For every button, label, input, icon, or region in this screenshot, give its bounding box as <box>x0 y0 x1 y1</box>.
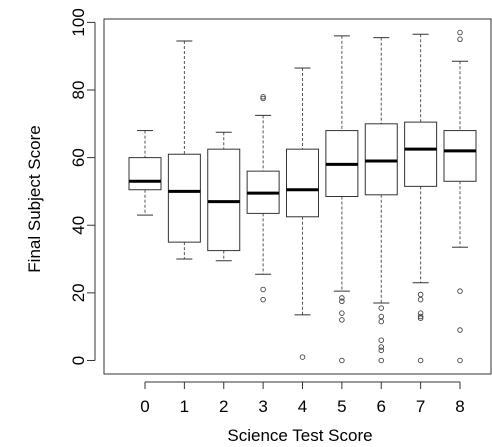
outlier-point <box>457 29 463 36</box>
outlier-point <box>378 357 385 364</box>
x-tick-label: 2 <box>219 397 228 416</box>
outlier-point <box>417 291 424 298</box>
plot-frame <box>103 18 492 375</box>
outlier-point <box>339 317 345 323</box>
box-iqr <box>167 153 201 243</box>
outlier-point <box>457 36 463 43</box>
outlier-point <box>339 310 345 316</box>
y-tick-label: 20 <box>69 283 88 302</box>
y-tick-label: 80 <box>69 81 88 100</box>
x-tick-label: 1 <box>180 397 189 416</box>
outlier-point <box>260 94 266 100</box>
box-2 <box>207 131 241 262</box>
x-tick-label: 5 <box>337 397 346 416</box>
y-tick-label: 40 <box>69 216 88 235</box>
box-4 <box>286 67 319 360</box>
outlier-point <box>378 347 385 354</box>
outlier-point <box>339 298 345 305</box>
box-iqr <box>404 121 438 187</box>
box-0 <box>128 130 162 216</box>
outlier-point <box>378 305 385 311</box>
box-iqr <box>207 148 241 252</box>
box-iqr <box>286 148 319 218</box>
box-iqr <box>128 157 162 191</box>
x-tick-label: 0 <box>140 397 149 416</box>
outlier-point <box>378 318 385 325</box>
y-tick-label: 0 <box>69 356 88 365</box>
x-tick-label: 4 <box>298 397 307 416</box>
y-axis-title: Final Subject Score <box>25 125 44 272</box>
x-axis: 0 1 2 3 4 5 6 7 8 <box>140 381 465 416</box>
box-5 <box>325 35 359 364</box>
outlier-point <box>457 327 463 333</box>
outlier-point <box>417 296 424 303</box>
outlier-point <box>299 354 306 360</box>
outlier-point <box>260 95 266 102</box>
outlier-point <box>260 296 266 303</box>
box-iqr <box>443 130 477 182</box>
box-6 <box>364 37 398 364</box>
y-tick-label: 100 <box>69 8 88 36</box>
outlier-point <box>378 337 385 343</box>
outlier-point <box>417 310 424 316</box>
outlier-point <box>339 357 345 364</box>
outlier-point <box>339 295 345 301</box>
y-axis: 0 20 40 60 80 100 <box>69 8 96 365</box>
box-iqr <box>364 123 398 196</box>
outlier-point <box>378 313 385 320</box>
box-7 <box>404 33 438 364</box>
outlier-point <box>457 288 463 294</box>
x-axis-title: Science Test Score <box>227 426 372 445</box>
box-3 <box>246 94 280 303</box>
x-tick-label: 8 <box>455 397 464 416</box>
outlier-point <box>417 315 424 321</box>
outlier-point <box>260 286 266 293</box>
x-tick-label: 7 <box>416 397 425 416</box>
x-tick-label: 3 <box>258 397 267 416</box>
outlier-point <box>457 357 463 364</box>
y-tick-label: 60 <box>69 148 88 167</box>
outlier-point <box>378 344 385 350</box>
box-series <box>128 29 477 364</box>
box-1 <box>167 40 201 260</box>
box-8 <box>443 29 477 364</box>
outlier-point <box>417 357 424 364</box>
x-tick-label: 6 <box>377 397 386 416</box>
outlier-point <box>417 313 424 320</box>
